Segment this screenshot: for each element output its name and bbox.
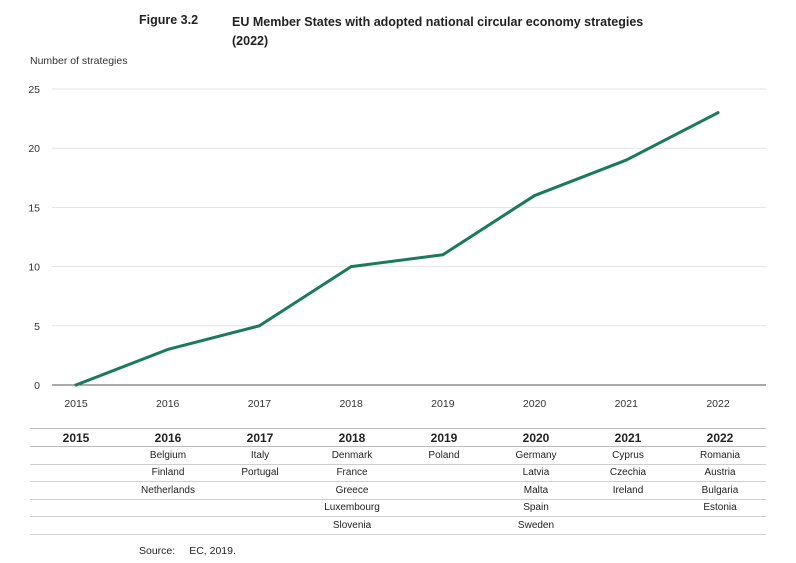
table-body: Belgium Italy Denmark Poland Germany Cyprus Ro… [30, 446, 766, 535]
table-cell [582, 516, 674, 535]
table-cell: Greece [306, 481, 398, 500]
source-label: Source: [139, 545, 176, 557]
table-header-cell: 2015 [30, 428, 122, 447]
table-cell [214, 499, 306, 517]
table-cell: Slovenia [306, 516, 398, 535]
y-axis-label: Number of strategies [30, 55, 128, 67]
table-cell [122, 499, 214, 517]
table-header-cell: 2022 [674, 428, 766, 447]
y-tick-label: 10 [28, 262, 40, 274]
table-cell [674, 516, 766, 535]
table-cell [214, 481, 306, 500]
x-tick-label: 2018 [339, 398, 363, 410]
table-cell: Poland [398, 446, 490, 465]
x-tick-label: 2019 [431, 398, 455, 410]
y-tick-label: 0 [34, 380, 40, 392]
x-tick-label: 2016 [156, 398, 180, 410]
line-chart: 0 5 10 15 20 25 2015 2016 2017 2018 2019 2020 2021 20… [28, 84, 766, 410]
table-cell: Malta [490, 481, 582, 500]
table-cell [398, 481, 490, 500]
data-point [533, 194, 537, 198]
table-header-cell: 2017 [214, 428, 306, 447]
table-row: Luxembourg Spain Estonia [30, 499, 766, 517]
table-cell [122, 516, 214, 535]
table-cell: Portugal [214, 464, 306, 482]
table-row: Belgium Italy Denmark Poland Germany Cyprus Ro… [30, 446, 766, 465]
table-cell [398, 464, 490, 482]
table-cell: Germany [490, 446, 582, 465]
table-header-cell: 2020 [490, 428, 582, 447]
table-cell [214, 516, 306, 535]
series-line [74, 111, 720, 387]
table-cell: Finland [122, 464, 214, 482]
y-tick-label: 20 [28, 143, 40, 155]
table-cell [398, 499, 490, 517]
table-row: Finland Portugal France Latvia Czechia Austri… [30, 464, 766, 482]
table-cell: Luxembourg [306, 499, 398, 517]
figure-number: Figure 3.2 [139, 13, 199, 27]
x-tick-label: 2020 [523, 398, 547, 410]
data-point [74, 383, 78, 387]
data-point [441, 253, 445, 257]
source-text: EC, 2019. [189, 545, 236, 557]
table-cell [30, 516, 122, 535]
data-point [716, 111, 720, 115]
table-cell [30, 499, 122, 517]
table-cell: France [306, 464, 398, 482]
table-cell: Cyprus [582, 446, 674, 465]
table-cell: Estonia [674, 499, 766, 517]
table-header-cell: 2016 [122, 428, 214, 447]
data-point [257, 324, 261, 328]
table-cell [398, 516, 490, 535]
table-cell: Spain [490, 499, 582, 517]
y-tick-label: 15 [28, 202, 40, 214]
x-tick-label: 2021 [615, 398, 639, 410]
table-cell: Denmark [306, 446, 398, 465]
table-cell: Romania [674, 446, 766, 465]
table-cell: Netherlands [122, 481, 214, 500]
table-row: Slovenia Sweden [30, 516, 766, 535]
table-cell [30, 481, 122, 500]
table-header-cell: 2019 [398, 428, 490, 447]
table-cell: Czechia [582, 464, 674, 482]
x-tick-label: 2017 [248, 398, 272, 410]
data-point [624, 158, 628, 162]
x-tick-label: 2022 [706, 398, 730, 410]
table-header-cell: 2018 [306, 428, 398, 447]
figure-title: EU Member States with adopted national c… [232, 15, 644, 48]
source-note: Source: EC, 2019. [139, 545, 236, 557]
data-point [166, 347, 170, 351]
table-cell: Sweden [490, 516, 582, 535]
data-point [349, 265, 353, 269]
table-header-cell: 2021 [582, 428, 674, 447]
table-cell: Austria [674, 464, 766, 482]
table-cell: Ireland [582, 481, 674, 500]
table-row: Netherlands Greece Malta Ireland Bulgaria [30, 481, 766, 500]
table-cell: Belgium [122, 446, 214, 465]
table-cell [30, 464, 122, 482]
table-cell: Latvia [490, 464, 582, 482]
x-tick-label: 2015 [64, 398, 88, 410]
y-tick-label: 5 [34, 321, 40, 333]
table-header-row: 2015 2016 2017 2018 2019 2020 2021 2022 [30, 428, 766, 447]
table-cell [30, 446, 122, 465]
table-cell: Italy [214, 446, 306, 465]
table-cell: Bulgaria [674, 481, 766, 500]
table-cell [582, 499, 674, 517]
y-tick-label: 25 [28, 84, 40, 96]
countries-table: 2015 2016 2017 2018 2019 2020 2021 2022 Belgium… [30, 428, 766, 535]
